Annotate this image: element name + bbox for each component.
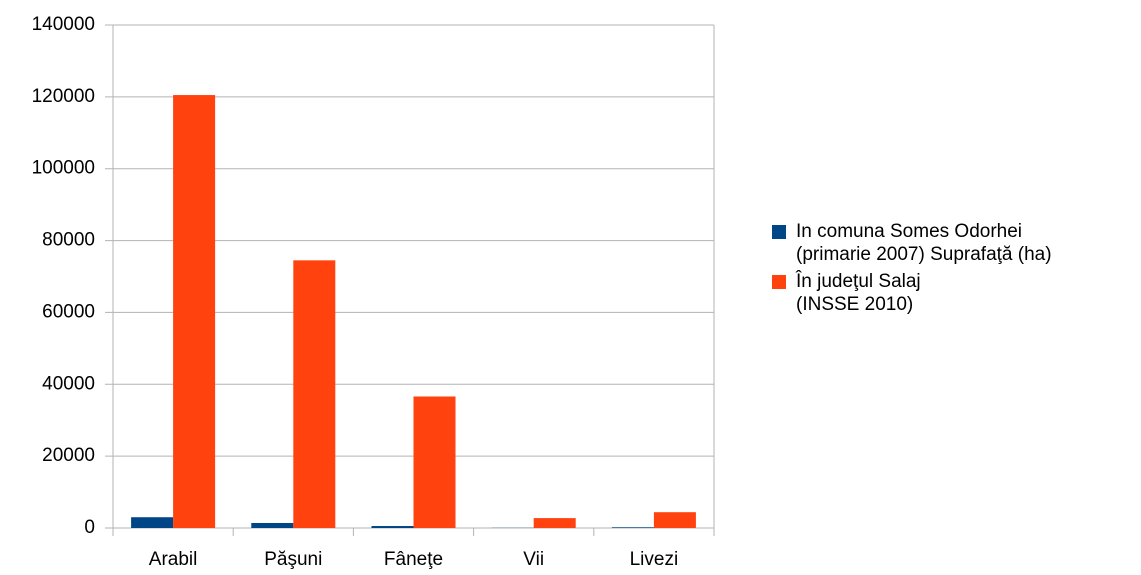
y-tick-label: 140000 <box>32 14 95 35</box>
x-tick-label: Arabil <box>149 549 198 570</box>
bar <box>533 518 576 528</box>
x-tick-label: Fâneţe <box>384 549 443 570</box>
y-tick-label: 60000 <box>42 301 95 322</box>
legend-entry: În judeţul Salaj (INSSE 2010) <box>772 270 921 316</box>
legend-swatch <box>772 225 786 239</box>
y-tick-label: 80000 <box>42 230 95 251</box>
x-tick-label: Vii <box>523 549 544 570</box>
bar <box>293 260 336 528</box>
y-tick-label: 0 <box>84 517 95 538</box>
legend-label: In comuna Somes Odorhei (primarie 2007) … <box>796 221 1052 265</box>
x-tick-label: Livezi <box>630 549 679 570</box>
x-tick-label: Păşuni <box>264 549 322 570</box>
legend-label: În judeţul Salaj (INSSE 2010) <box>796 271 921 315</box>
bar <box>131 517 174 528</box>
y-tick-label: 40000 <box>42 373 95 394</box>
legend-entry: In comuna Somes Odorhei (primarie 2007) … <box>772 220 1052 266</box>
y-tick-label: 20000 <box>42 445 95 466</box>
bar <box>611 527 654 528</box>
y-tick-label: 120000 <box>32 86 95 107</box>
bar <box>251 522 294 528</box>
bar <box>173 95 216 528</box>
bar <box>371 526 414 528</box>
bar <box>653 512 696 528</box>
y-tick-label: 100000 <box>32 158 95 179</box>
bar <box>413 396 456 528</box>
legend-swatch <box>772 275 786 289</box>
